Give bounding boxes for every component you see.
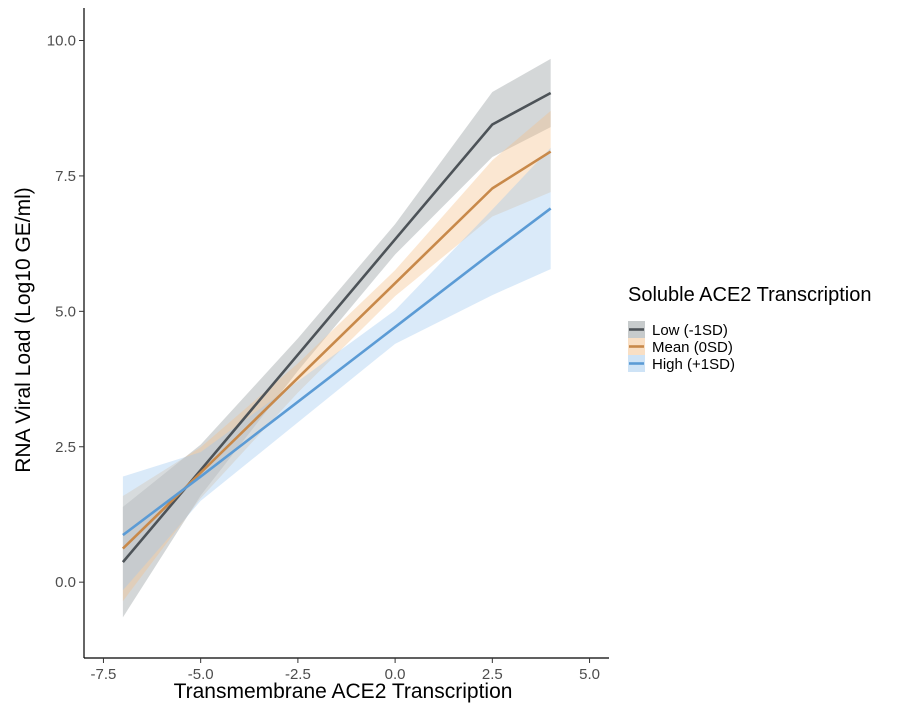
y-tick-label: 10.0 (47, 33, 76, 50)
y-tick-label: 7.5 (55, 168, 76, 185)
x-tick-label: -2.5 (285, 666, 311, 683)
y-axis-title: RNA Viral Load (Log10 GE/ml) (12, 187, 35, 473)
x-tick-label: -5.0 (188, 666, 214, 683)
x-tick-label: 0.0 (385, 666, 406, 683)
ci-band-mean-0sd (122, 110, 551, 602)
x-tick-label: 5.0 (579, 666, 600, 683)
confidence-bands (122, 58, 551, 618)
x-axis-ticks: -7.5 -5.0 -2.5 0.0 2.5 5.0 (91, 658, 600, 683)
y-tick-label: 0.0 (55, 574, 76, 591)
legend-title: Soluble ACE2 Transcription (628, 284, 871, 306)
legend-label: Mean (0SD) (652, 339, 733, 356)
y-tick-label: 2.5 (55, 439, 76, 456)
y-axis-ticks: 0.0 2.5 5.0 7.5 10.0 (47, 33, 84, 591)
ci-band-low-1sd (122, 58, 551, 618)
x-tick-label: -7.5 (91, 666, 117, 683)
legend-label: Low (-1SD) (652, 322, 728, 339)
legend: Soluble ACE2 Transcription Low (-1SD)Mea… (628, 284, 871, 373)
axes: -7.5 -5.0 -2.5 0.0 2.5 5.0 0.0 2.5 5.0 7.5 10.0 (47, 8, 609, 683)
x-tick-label: 2.5 (482, 666, 503, 683)
ci-band-high-1sd (122, 147, 551, 591)
legend-label: High (+1SD) (652, 356, 735, 373)
x-axis-title: Transmembrane ACE2 Transcription (174, 680, 513, 703)
regression-lines (121, 91, 552, 563)
series-line-high-1sd (122, 207, 552, 537)
y-tick-label: 5.0 (55, 303, 76, 320)
legend-items: Low (-1SD)Mean (0SD)High (+1SD) (628, 321, 735, 373)
